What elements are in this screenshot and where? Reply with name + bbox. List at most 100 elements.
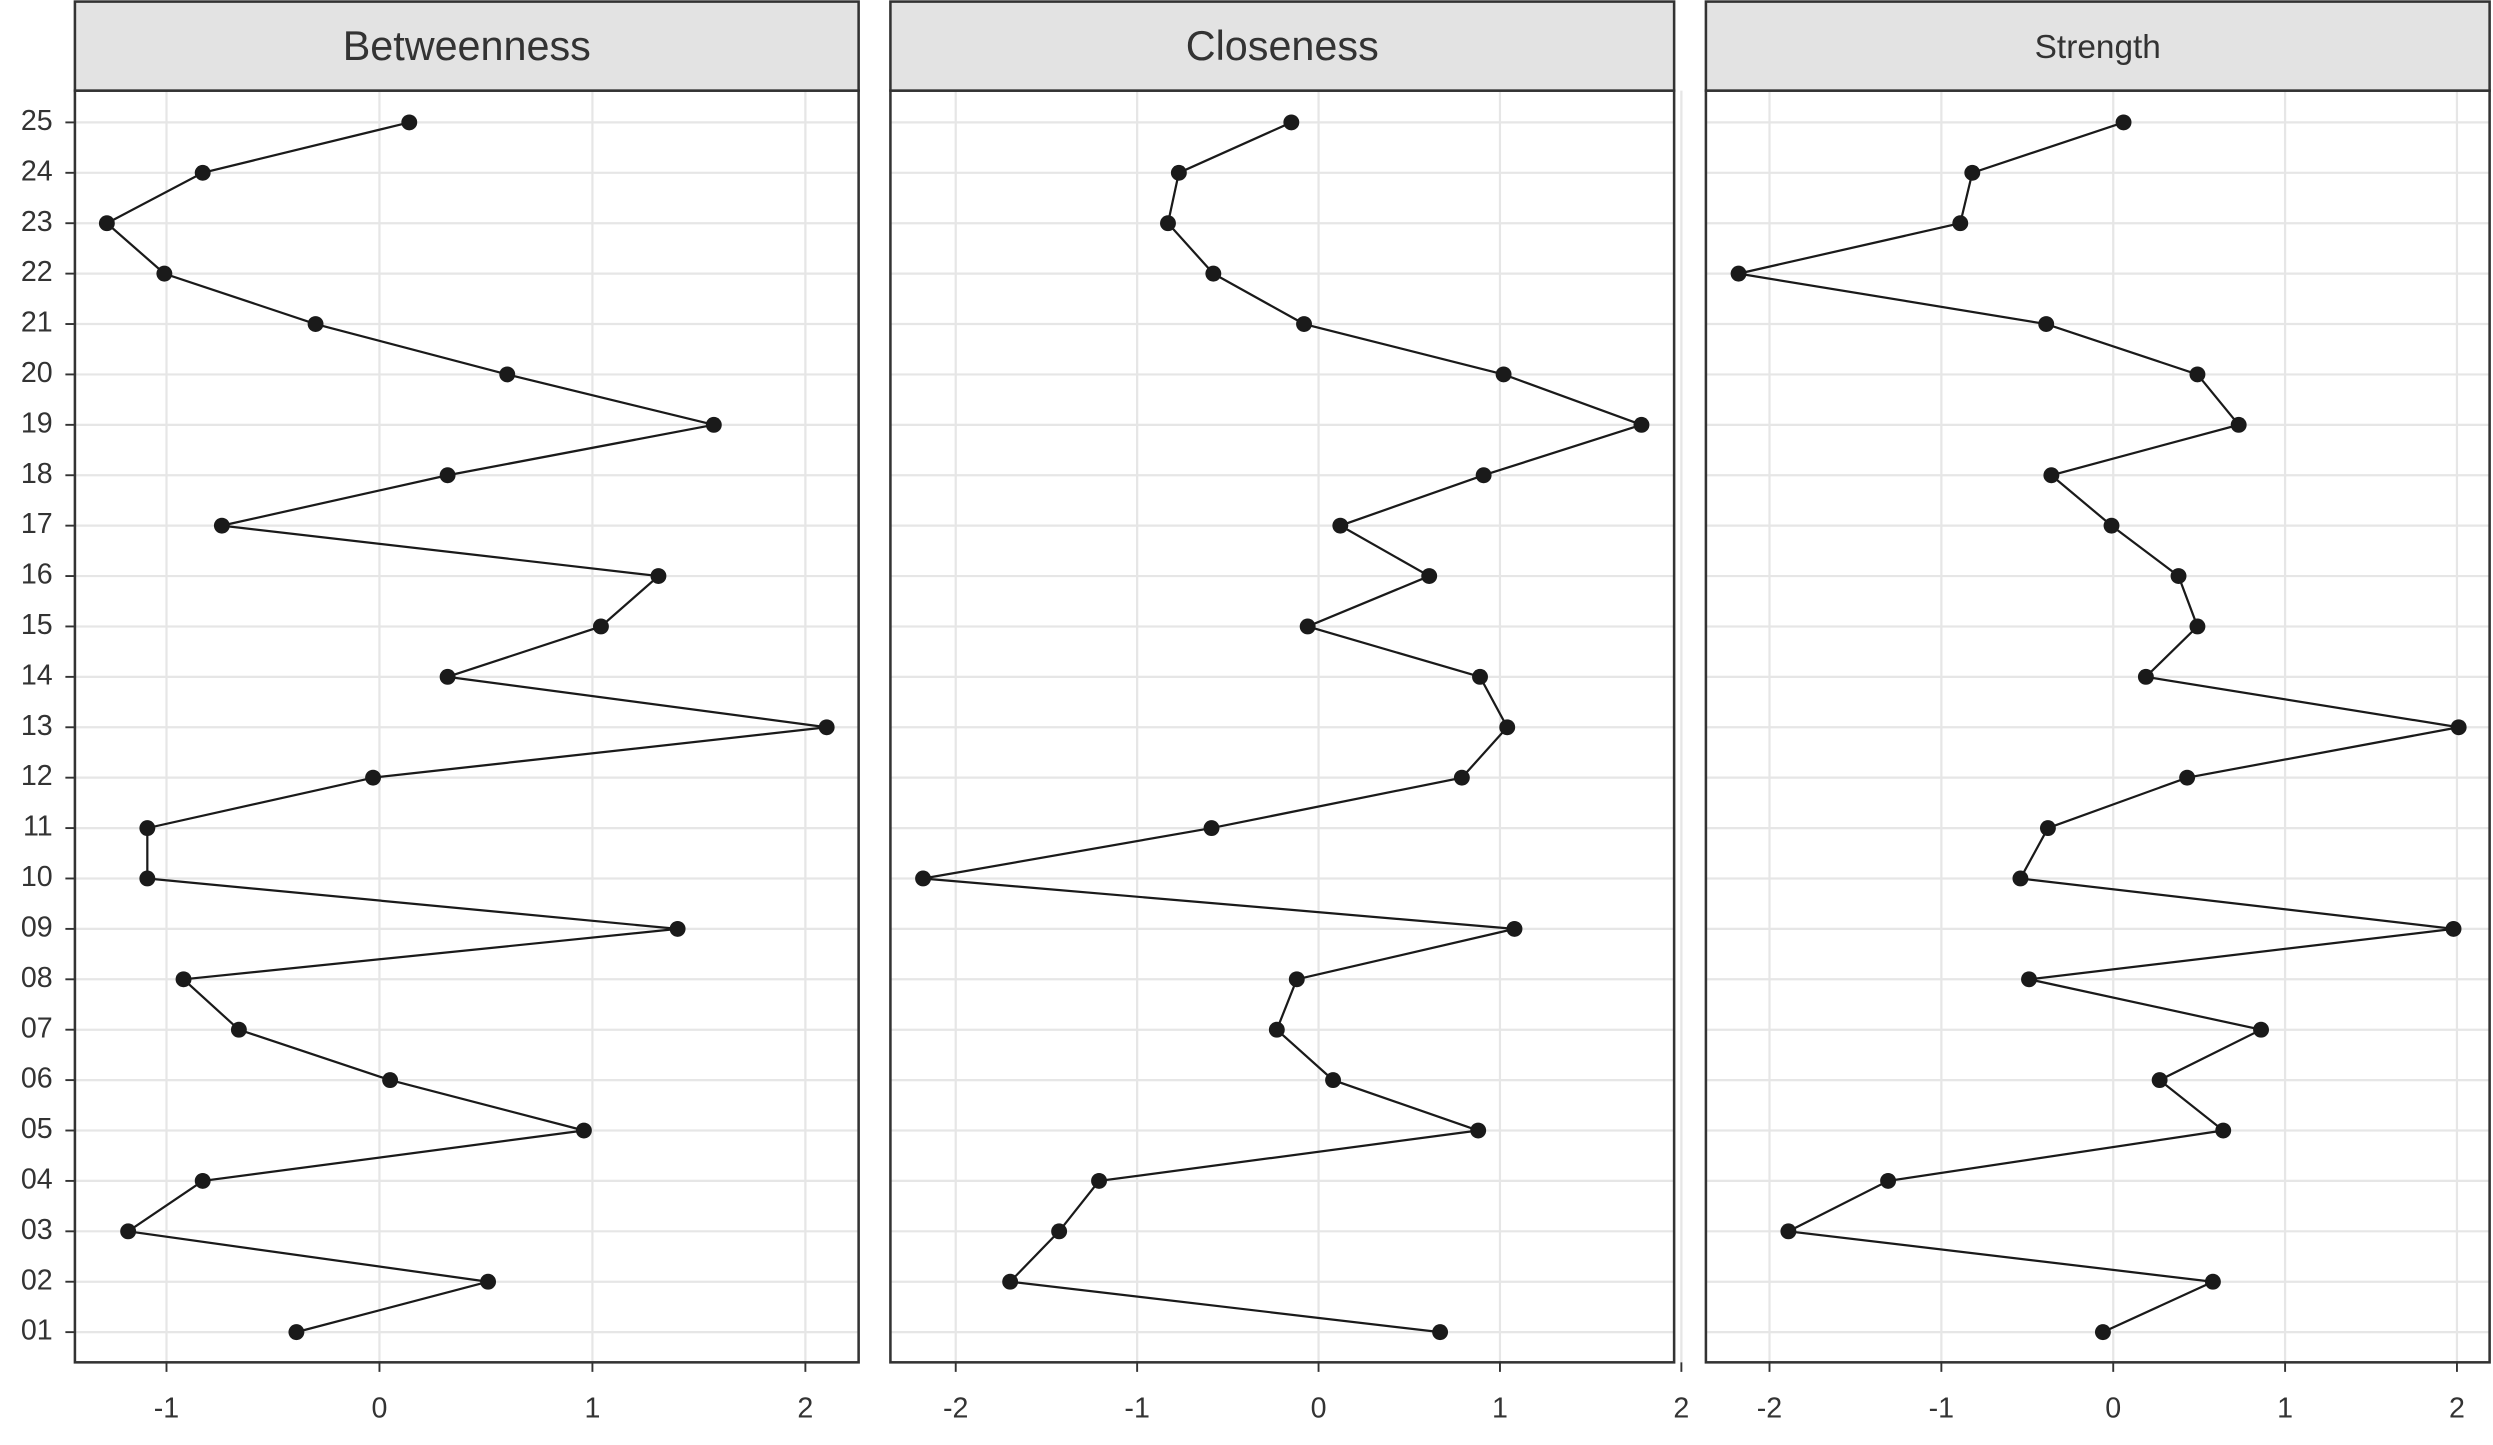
- data-point: [1203, 820, 1220, 837]
- data-point: [2204, 1273, 2221, 1290]
- panel: -2 -1 0 1 2 Strength: [1704, 0, 2491, 1425]
- data-point: [1880, 1172, 1897, 1189]
- y-tick-label: 25: [21, 105, 53, 137]
- data-point: [98, 215, 115, 232]
- data-point: [1472, 668, 1488, 685]
- data-point: [1633, 416, 1650, 433]
- data-point: [2230, 416, 2247, 433]
- y-tick-label: 03: [21, 1214, 53, 1246]
- data-point: [2115, 114, 2132, 131]
- y-tick-label: 14: [21, 659, 53, 691]
- x-tick-label: 1: [2277, 1393, 2293, 1425]
- data-point: [1002, 1273, 1019, 1290]
- data-point: [2103, 517, 2120, 534]
- data-point: [139, 820, 156, 837]
- x-tick-label: 0: [2105, 1393, 2121, 1425]
- data-point: [2215, 1122, 2232, 1139]
- x-tick-label: -1: [1929, 1393, 1954, 1425]
- y-tick-label: 10: [21, 861, 53, 893]
- data-point: [2039, 820, 2056, 837]
- y-tick-label: 01: [21, 1315, 53, 1347]
- data-point: [499, 366, 516, 383]
- x-tick-label: 2: [2449, 1393, 2465, 1425]
- y-tick-label: 15: [21, 609, 53, 641]
- data-point: [2179, 769, 2196, 786]
- data-point: [705, 416, 722, 433]
- data-point: [575, 1122, 592, 1139]
- x-tick-label: 2: [1673, 1393, 1689, 1425]
- data-point: [1470, 1122, 1487, 1139]
- data-point: [592, 618, 609, 635]
- x-tick-label: -1: [154, 1393, 179, 1425]
- data-point: [194, 164, 211, 181]
- x-tick-label: 1: [584, 1393, 600, 1425]
- data-point: [1499, 719, 1516, 736]
- x-tick-label: 0: [371, 1393, 387, 1425]
- data-point: [2021, 971, 2037, 988]
- y-tick-label: 09: [21, 911, 53, 943]
- data-point: [401, 114, 418, 131]
- data-point: [439, 668, 456, 685]
- y-tick-label: 22: [21, 256, 53, 288]
- data-point: [1730, 265, 1747, 282]
- data-point: [1432, 1324, 1449, 1341]
- data-point: [194, 1172, 211, 1189]
- y-tick-label: 06: [21, 1063, 53, 1095]
- x-tick-label: -2: [943, 1393, 968, 1425]
- data-point: [2038, 316, 2055, 332]
- data-point: [2094, 1324, 2111, 1341]
- data-point: [818, 719, 835, 736]
- data-point: [2151, 1072, 2168, 1089]
- data-point: [2445, 920, 2462, 937]
- panel: -1 0 1 2 Betweenness: [73, 0, 860, 1425]
- data-point: [382, 1072, 399, 1089]
- data-point: [2170, 568, 2187, 585]
- y-tick-label: 11: [23, 811, 53, 843]
- data-point: [2253, 1021, 2269, 1038]
- data-point: [1453, 769, 1470, 786]
- data-point: [175, 971, 192, 988]
- data-point: [2189, 366, 2206, 383]
- data-point: [439, 467, 456, 484]
- y-tick-label: 23: [21, 206, 53, 238]
- y-tick-label: 24: [21, 155, 53, 187]
- data-point: [307, 316, 324, 332]
- data-point: [1952, 215, 1969, 232]
- data-point: [1296, 316, 1312, 332]
- data-point: [1051, 1223, 1068, 1240]
- y-tick-label: 18: [21, 458, 53, 490]
- y-tick-label: 12: [21, 760, 53, 792]
- data-point: [1475, 467, 1492, 484]
- data-point: [365, 769, 382, 786]
- data-point: [2189, 618, 2206, 635]
- data-point: [2450, 719, 2467, 736]
- y-tick-label: 05: [21, 1113, 53, 1145]
- data-point: [213, 517, 230, 534]
- data-point: [915, 870, 932, 887]
- x-tick-label: 0: [1311, 1393, 1327, 1425]
- x-tick-label: -1: [1124, 1393, 1149, 1425]
- strip: [1704, 0, 2491, 92]
- x-tick-label: 2: [797, 1393, 813, 1425]
- data-point: [1299, 618, 1316, 635]
- data-point: [1268, 1021, 1285, 1038]
- y-tick-label: 21: [21, 307, 53, 339]
- data-point: [1780, 1223, 1797, 1240]
- y-tick-label: 17: [21, 508, 53, 540]
- x-tick-label: -2: [1757, 1393, 1782, 1425]
- y-tick-label: 02: [21, 1264, 53, 1296]
- data-point: [1170, 164, 1187, 181]
- data-point: [120, 1223, 137, 1240]
- y-tick-label: 16: [21, 559, 53, 591]
- data-point: [1205, 265, 1222, 282]
- data-point: [1091, 1172, 1107, 1189]
- panel-title: Strength: [2035, 29, 2161, 66]
- strip: [73, 0, 860, 92]
- data-point: [288, 1324, 305, 1341]
- panel-title: Betweenness: [343, 23, 591, 69]
- y-tick-label: 08: [21, 962, 53, 994]
- y-tick-label: 13: [21, 710, 53, 742]
- data-point: [650, 568, 667, 585]
- panel-title: Closeness: [1186, 23, 1379, 69]
